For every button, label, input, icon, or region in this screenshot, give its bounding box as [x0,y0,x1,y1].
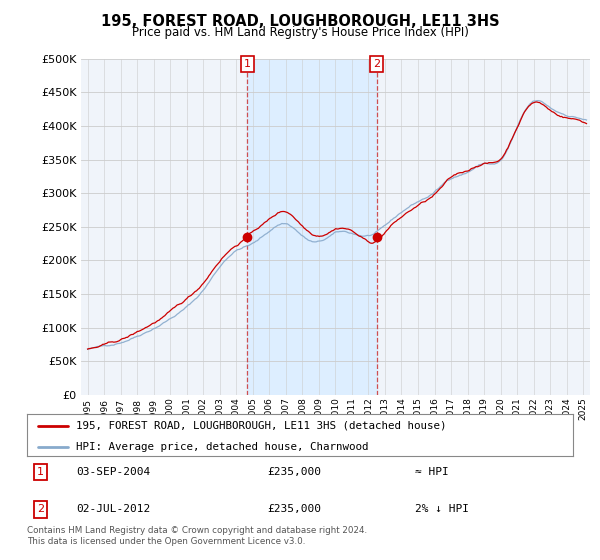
Text: Price paid vs. HM Land Registry's House Price Index (HPI): Price paid vs. HM Land Registry's House … [131,26,469,39]
Text: 02-JUL-2012: 02-JUL-2012 [76,505,151,515]
Text: £235,000: £235,000 [267,467,321,477]
Text: 2% ↓ HPI: 2% ↓ HPI [415,505,469,515]
Text: 195, FOREST ROAD, LOUGHBOROUGH, LE11 3HS: 195, FOREST ROAD, LOUGHBOROUGH, LE11 3HS [101,14,499,29]
Text: 1: 1 [37,467,44,477]
Text: 1: 1 [244,59,251,69]
Bar [247,59,377,395]
Text: HPI: Average price, detached house, Charnwood: HPI: Average price, detached house, Char… [76,442,368,452]
Text: Contains HM Land Registry data © Crown copyright and database right 2024.
This d: Contains HM Land Registry data © Crown c… [27,526,367,546]
Text: ≈ HPI: ≈ HPI [415,467,448,477]
Text: 2: 2 [37,505,44,515]
Text: 2: 2 [373,59,380,69]
Text: 03-SEP-2004: 03-SEP-2004 [76,467,151,477]
Text: 195, FOREST ROAD, LOUGHBOROUGH, LE11 3HS (detached house): 195, FOREST ROAD, LOUGHBOROUGH, LE11 3HS… [76,421,446,431]
Text: £235,000: £235,000 [267,505,321,515]
